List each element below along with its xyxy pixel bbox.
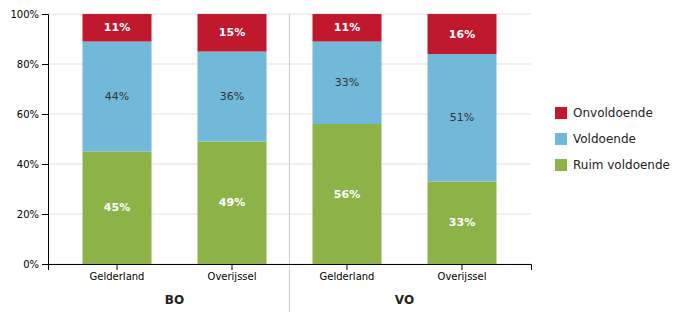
legend-label: Voldoende — [573, 132, 636, 146]
data-label: 44% — [105, 90, 129, 103]
x-tick-label: Gelderland — [320, 271, 375, 282]
data-label: 56% — [334, 188, 360, 201]
bar-segment — [313, 42, 382, 125]
bar-segment — [83, 42, 152, 152]
y-tick: 60% — [17, 109, 48, 120]
legend-swatch — [555, 133, 567, 145]
data-labels: 45% 49% 56% 33% 44% 36% 33% 51% 11% 15% 11% 16% — [104, 21, 475, 229]
data-label: 45% — [104, 201, 130, 214]
y-axis: 0% 20% 40% 60% 80% 100% — [10, 9, 48, 270]
y-tick: 80% — [17, 59, 48, 70]
bar-segment — [83, 152, 152, 265]
group-label: VO — [395, 293, 414, 307]
x-axis: Gelderland Overijssel Gelderland Overijssel — [49, 264, 532, 282]
y-tick-label: 60% — [17, 109, 39, 120]
legend-label: Onvoldoende — [573, 106, 653, 120]
x-tick-mark — [232, 264, 233, 270]
bar-segment — [428, 14, 497, 54]
y-tick-mark — [42, 14, 48, 15]
y-tick: 100% — [10, 9, 48, 20]
data-label: 11% — [104, 21, 130, 34]
y-tick: 40% — [17, 159, 48, 170]
bar-segment — [83, 14, 152, 42]
x-tick: Gelderland — [320, 264, 375, 282]
y-tick-mark — [42, 64, 48, 65]
group-separator — [289, 14, 290, 312]
data-label: 49% — [219, 196, 245, 209]
x-tick-mark — [347, 264, 348, 270]
y-tick-label: 0% — [23, 259, 39, 270]
legend-swatch — [555, 159, 567, 171]
x-tick-label: Gelderland — [90, 271, 145, 282]
y-tick-mark — [42, 164, 48, 165]
data-label: 33% — [449, 216, 475, 229]
y-tick: 0% — [23, 259, 48, 270]
x-tick-label: Overijssel — [208, 271, 257, 282]
bar-segment — [313, 124, 382, 264]
bar-segment — [198, 142, 267, 265]
data-label: 11% — [334, 21, 360, 34]
group-label: BO — [165, 293, 184, 307]
legend-item: Ruim voldoende — [555, 158, 670, 172]
y-tick-mark — [42, 214, 48, 215]
y-axis-line — [42, 15, 49, 265]
x-tick-mark — [117, 264, 118, 270]
bar-segment — [198, 52, 267, 142]
x-tick: Overijssel — [208, 264, 257, 282]
y-tick-label: 20% — [17, 209, 39, 220]
data-label: 36% — [220, 90, 244, 103]
y-tick-label: 40% — [17, 159, 39, 170]
legend-item: Onvoldoende — [555, 106, 653, 120]
legend: Onvoldoende Voldoende Ruim voldoende — [555, 106, 670, 172]
y-tick-label: 100% — [10, 9, 39, 20]
bar-segment — [198, 14, 267, 52]
chart: 45% 49% 56% 33% 44% 36% 33% 51% 11% 15% 11% 16% 0% 20… — [0, 0, 681, 322]
legend-label: Ruim voldoende — [573, 158, 670, 172]
x-tick-mark — [462, 264, 463, 270]
y-tick-label: 80% — [17, 59, 39, 70]
data-label: 51% — [450, 111, 474, 124]
y-tick: 20% — [17, 209, 48, 220]
y-tick-mark — [42, 114, 48, 115]
bar-segment — [428, 54, 497, 182]
data-label: 16% — [449, 28, 475, 41]
x-tick: Overijssel — [438, 264, 487, 282]
bar-segment — [428, 182, 497, 265]
bar-segment — [313, 14, 382, 42]
legend-swatch — [555, 107, 567, 119]
y-tick-mark — [42, 264, 48, 265]
x-axis-line — [49, 265, 532, 271]
data-label: 15% — [219, 26, 245, 39]
legend-item: Voldoende — [555, 132, 636, 146]
plot: 45% 49% 56% 33% 44% 36% 33% 51% 11% 15% 11% 16% 0% 20… — [10, 9, 531, 312]
data-label: 33% — [335, 76, 359, 89]
x-tick-label: Overijssel — [438, 271, 487, 282]
x-tick: Gelderland — [90, 264, 145, 282]
